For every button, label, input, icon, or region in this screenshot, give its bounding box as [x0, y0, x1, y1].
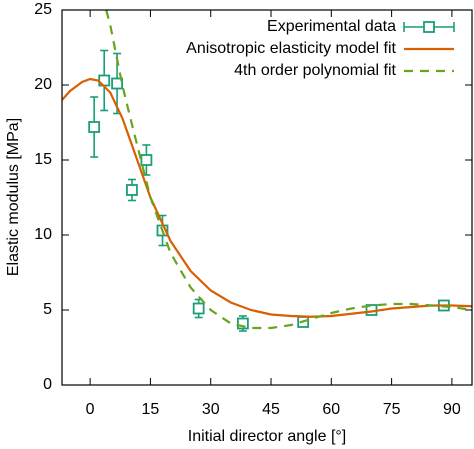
data-point: [236, 317, 249, 330]
y-axis-title: Elastic modulus [MPa]: [5, 118, 22, 276]
x-tick-label: 0: [86, 401, 95, 418]
x-tick-label: 75: [383, 401, 401, 418]
legend-label: 4th order polynomial fit: [234, 62, 396, 79]
legend-label: Anisotropic elasticity model fit: [186, 40, 396, 57]
y-tick-label: 5: [43, 301, 52, 318]
plot-area: [62, 10, 472, 332]
x-tick-label: 60: [322, 401, 340, 418]
data-point: [111, 77, 123, 90]
y-tick-label: 0: [43, 376, 52, 393]
plot-frame: [61, 9, 473, 386]
y-tick-label: 25: [34, 1, 52, 18]
data-point: [140, 154, 153, 166]
fit-line: [62, 77, 472, 318]
x-tick-label: 45: [262, 401, 280, 418]
y-tick-label: 10: [34, 226, 52, 243]
x-tick-label: 30: [202, 401, 220, 418]
fit-line: [105, 10, 472, 330]
data-point: [126, 184, 138, 196]
legend-label: Experimental data: [267, 18, 396, 35]
y-tick-label: 15: [34, 151, 52, 168]
x-axis-title: Initial director angle [°]: [188, 428, 346, 445]
data-point: [192, 302, 205, 315]
data-point: [88, 121, 101, 133]
x-tick-label: 15: [142, 401, 160, 418]
x-tick-label: 90: [443, 401, 461, 418]
legend-swatch: [423, 21, 435, 33]
y-tick-label: 20: [34, 76, 52, 93]
